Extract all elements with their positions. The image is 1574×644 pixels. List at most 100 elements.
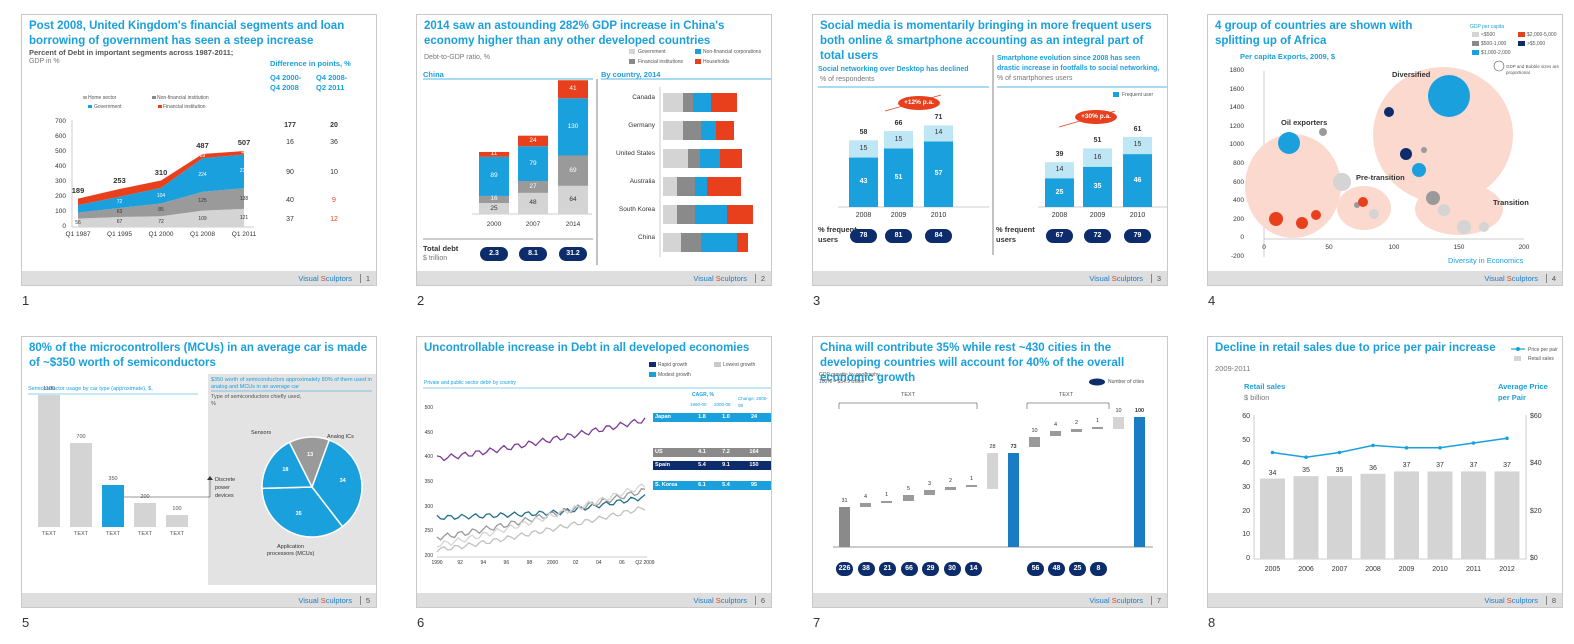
waterfall-bar [924, 490, 935, 495]
slide-thumbnail-6[interactable]: Uncontrollable increase in Debt in all d… [416, 336, 772, 608]
data-label: 72 [116, 199, 123, 206]
x-tick: 02 [572, 560, 579, 566]
x-tick: 1990 [431, 560, 443, 566]
chart-subtitle2: 100% = $54.9 trillion [819, 379, 865, 385]
table-head: CAGR, % [692, 392, 714, 398]
total-label: 253 [113, 176, 126, 186]
data-label: 125 [198, 198, 207, 205]
data-label: 109 [198, 215, 207, 222]
bar [70, 443, 92, 527]
page-number: 1 [359, 274, 370, 283]
left-sub: % of respondents [820, 76, 875, 83]
x-tick: 0 [1262, 244, 1266, 251]
slide-thumbnail-5[interactable]: 80% of the microcontrollers (MCUs) in an… [21, 336, 377, 608]
growth-right: +30% p.a. [1081, 113, 1111, 120]
x-tick: 2010 [1129, 212, 1146, 219]
page-number: 7 [1150, 596, 1161, 605]
brand-logo: Visual Sculptors [1089, 596, 1143, 605]
country-bar-segment [663, 149, 688, 168]
table-cell: 1.0 [722, 414, 730, 420]
bar-label: 2 [948, 478, 953, 484]
x-tick: 50 [1325, 244, 1333, 251]
y-tick: 1800 [1229, 67, 1244, 74]
y-tick-left: 0 [1246, 555, 1250, 562]
bar-label: 28 [989, 444, 996, 450]
bar-label: 46 [1133, 176, 1142, 184]
y-tick-left: 10 [1242, 531, 1250, 539]
slide-thumbnail-4[interactable]: 4 group of countries are shown with spli… [1207, 14, 1563, 286]
table-cell: 4.1 [698, 449, 706, 455]
bubble [1319, 128, 1327, 136]
page-number: 3 [1150, 274, 1161, 283]
bar-label: 43 [859, 178, 868, 186]
y-tick-left: 20 [1242, 507, 1250, 515]
bar-label: 15 [894, 135, 903, 143]
bar-retail-sales [1427, 471, 1453, 559]
page-number: 5 [359, 596, 370, 605]
total-pill: 29 [922, 562, 939, 576]
bar-label: 51 [894, 173, 903, 181]
page-number: 2 [754, 274, 765, 283]
total-pill: 56 [1027, 562, 1044, 576]
table-col: 1990-00 [690, 402, 707, 407]
bar-label: 35 [1302, 467, 1310, 475]
y-tick-left: 50 [1242, 436, 1250, 444]
y-tick-right: $60 [1530, 413, 1542, 420]
y-tick: 100 [55, 208, 66, 215]
bar-segment [518, 192, 548, 214]
table-col: Change, 2000-09 [738, 396, 768, 408]
bar-bottom [884, 148, 913, 207]
country-bar-segment [663, 233, 681, 252]
total-debt-unit: $ trillion [423, 255, 448, 262]
line-us [436, 494, 646, 520]
bracket-label: TEXT [1059, 392, 1074, 398]
bar-label: 89 [490, 172, 498, 180]
legend-1: <$500 [1481, 32, 1496, 38]
slide-index-2: 2 [417, 293, 425, 308]
diff-title: Difference in points, % [270, 59, 351, 68]
diff-value: 12 [330, 216, 338, 223]
slide-thumbnail-2[interactable]: 2014 saw an astounding 282% GDP increase… [416, 14, 772, 286]
chart-unit: GDP in % [29, 58, 60, 65]
right-head: $350 worth of semiconductors approximate… [211, 377, 372, 390]
bubble [1311, 210, 1321, 220]
total-label: 58 [859, 129, 868, 137]
diff-value: 37 [286, 216, 294, 223]
total-pill: 79 [1124, 229, 1151, 243]
slide-thumbnail-8[interactable]: Decline in retail sales due to price per… [1207, 336, 1563, 608]
waterfall-bar [881, 501, 892, 503]
table-cell: 24 [750, 414, 758, 420]
slide-footer: Visual Sculptors 1 [22, 271, 376, 285]
bar-label: 11 [490, 150, 498, 158]
bar-label: 200 [140, 494, 150, 500]
price-point [1371, 443, 1375, 448]
country-bar-segment [695, 205, 727, 224]
bar-label: 79 [529, 159, 537, 167]
brand-logo: Visual Sculptors [1484, 274, 1538, 283]
slide-thumbnail-7[interactable]: China will contribute 35% while rest ~43… [812, 336, 1168, 608]
waterfall-bar [839, 507, 850, 547]
x-tick: Q1 2008 [190, 231, 215, 238]
country-bar-segment [716, 121, 734, 140]
line-korea [436, 483, 646, 548]
slide-thumbnail-3[interactable]: Social media is momentarily bringing in … [812, 14, 1168, 286]
brand-logo: Visual Sculptors [298, 274, 352, 283]
slide-title: China will contribute 35% while rest ~43… [820, 342, 1125, 384]
slide-index-7: 7 [813, 615, 821, 630]
bubble [1269, 212, 1283, 226]
x-tick: 2007 [525, 221, 541, 228]
slide-thumbnail-1[interactable]: Post 2008, United Kingdom's financial se… [21, 14, 377, 286]
bar-label: 1 [884, 492, 889, 498]
group-diversified: Diversified [1392, 70, 1431, 79]
x-tick: 2010 [930, 212, 947, 219]
x-axis-label: Diversity in Economics [1448, 256, 1524, 265]
bar-label: 14 [934, 129, 943, 137]
chart-subtitle: Per capita Exports, 2009, $ [1240, 52, 1336, 61]
x-tick: TEXT [41, 531, 57, 537]
country-bar-segment [663, 93, 683, 112]
slide-title: Decline in retail sales due to price per… [1215, 342, 1496, 354]
pie-slice [261, 441, 314, 490]
bar-label: 37 [1469, 462, 1478, 470]
y-tick: 350 [424, 479, 433, 485]
country-bar-segment [701, 121, 716, 140]
